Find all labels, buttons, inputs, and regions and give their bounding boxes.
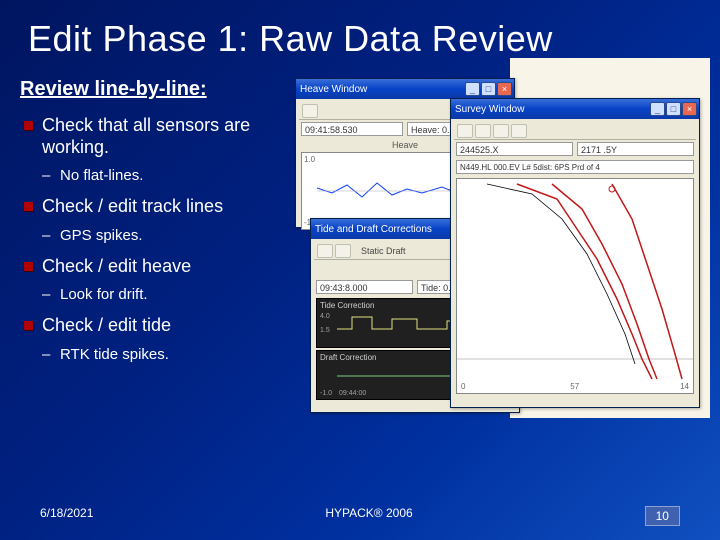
window-buttons: _ □ × [465,82,512,96]
content-row: Review line-by-line: Check that all sens… [0,68,720,418]
bullet-item: Check / edit tide RTK tide spikes. [20,315,295,367]
tide-time: 09:43:8.000 [316,280,413,294]
slide-footer: 6/18/2021 HYPACK® 2006 10 [0,506,720,526]
toolbar-button[interactable] [493,124,509,138]
survey-coords: 244525.X 2171 .5Y [454,140,696,158]
bullet-text: Check that all sensors are working. [42,115,250,157]
close-button[interactable]: × [682,102,697,116]
heave-time: 09:41:58.530 [301,122,403,136]
screenshot-area: Heave Window _ □ × 09:41:58.530 Heave: 0… [295,78,700,418]
bullet-item: Check / edit heave Look for drift. [20,256,295,308]
toolbar-button[interactable] [317,244,333,258]
bullet-item: Check / edit track lines GPS spikes. [20,196,295,248]
heave-titlebar: Heave Window _ □ × [296,79,514,99]
footer-page-number: 10 [645,506,680,526]
bullet-list: Check that all sensors are working. No f… [20,115,295,367]
survey-window: Survey Window _ □ × 244525.X 2171 .5Y [450,98,700,408]
survey-toolbar [454,122,696,140]
sub-bullet: RTK tide spikes. [42,343,295,367]
toolbar-button[interactable] [511,124,527,138]
maximize-button[interactable]: □ [666,102,681,116]
text-column: Review line-by-line: Check that all sens… [20,78,295,418]
coord-y: 2171 .5Y [577,142,694,156]
sub-list: Look for drift. [42,283,295,307]
sub-bullet: Look for drift. [42,283,295,307]
toolbar-button[interactable] [335,244,351,258]
minimize-button[interactable]: _ [650,102,665,116]
sub-list: RTK tide spikes. [42,343,295,367]
minimize-button[interactable]: _ [465,82,480,96]
toolbar-button[interactable] [475,124,491,138]
track-lines [457,179,693,393]
bullet-text: Check / edit track lines [42,196,223,216]
sub-list: GPS spikes. [42,224,295,248]
sub-bullet: No flat-lines. [42,164,295,188]
close-button[interactable]: × [497,82,512,96]
x-label: 0 [461,382,465,391]
window-buttons: _ □ × [650,102,697,116]
bullet-text: Check / edit tide [42,315,171,335]
survey-info: N449.HL 000.EV L# 5dist: 6PS Prd of 4 [456,160,694,174]
survey-titlebar: Survey Window _ □ × [451,99,699,119]
survey-info-row: N449.HL 000.EV L# 5dist: 6PS Prd of 4 [454,158,696,176]
maximize-button[interactable]: □ [481,82,496,96]
heave-title: Heave Window [300,84,367,95]
toolbar-button[interactable] [457,124,473,138]
draft-label: Static Draft [361,246,406,256]
x-label: 57 [570,382,579,391]
toolbar-button[interactable] [302,104,318,118]
survey-body: 244525.X 2171 .5Y N449.HL 000.EV L# 5dis… [451,119,699,399]
footer-center: HYPACK® 2006 [325,506,412,526]
bullet-text: Check / edit heave [42,256,191,276]
sub-bullet: GPS spikes. [42,224,295,248]
x-label: 14 [680,382,689,391]
coord-x: 244525.X [456,142,573,156]
footer-date: 6/18/2021 [40,506,93,526]
section-heading: Review line-by-line: [20,78,295,101]
bullet-item: Check that all sensors are working. No f… [20,115,295,188]
sub-list: No flat-lines. [42,164,295,188]
tide-title: Tide and Draft Corrections [315,224,432,235]
survey-title: Survey Window [455,104,524,115]
survey-chart: 0 57 14 [456,178,694,394]
